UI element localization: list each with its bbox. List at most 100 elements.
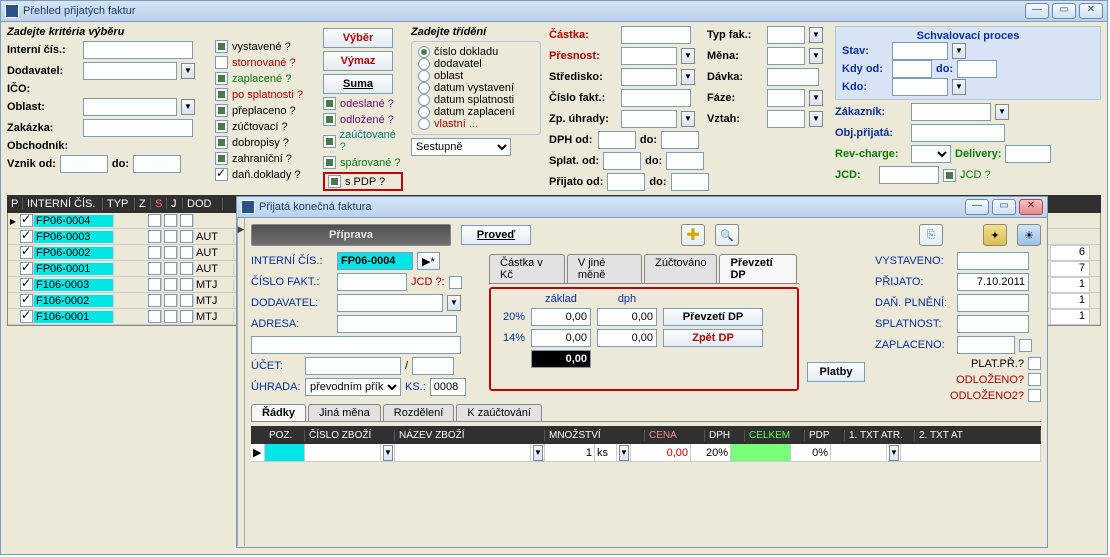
input-internal-no[interactable] [83,41,193,59]
input-kdydo[interactable] [957,60,997,78]
radio-due[interactable] [418,94,430,106]
row-chk-j[interactable] [180,278,193,291]
add-icon-button[interactable]: ✚ [681,224,705,246]
input-region[interactable] [83,98,177,116]
typfak-dd[interactable]: ▼ [809,27,823,43]
chk-zauctovane[interactable] [323,135,336,148]
input-dphdo[interactable] [661,131,699,149]
chk-spdp[interactable] [328,175,341,188]
input-ucet2[interactable] [412,357,454,375]
input-vystaveno[interactable] [957,252,1029,270]
search-icon-button[interactable]: 🔍 [715,224,739,246]
input-presnost[interactable] [621,47,677,65]
star-button[interactable]: ▶* [417,252,440,270]
chk-zaplaceno[interactable] [1019,339,1032,352]
input-castka[interactable] [621,26,691,44]
nav-icon-button[interactable]: ⎘ [919,224,943,246]
input-zakaznik[interactable] [911,103,991,121]
zakaznik-dd[interactable]: ▼ [995,104,1009,120]
chk-odlozeno[interactable] [1028,373,1041,386]
chk-preplaceno[interactable] [215,104,228,117]
row-chk-j[interactable] [180,310,193,323]
input-prijato[interactable] [957,273,1029,291]
row-chk-z[interactable] [148,262,161,275]
row-chk-z[interactable] [148,294,161,307]
inp-total[interactable] [531,350,591,368]
row-chk-z[interactable] [148,246,161,259]
input-kdyod[interactable] [892,60,932,78]
input-interncis[interactable] [337,252,413,270]
row-chk-j[interactable] [180,246,193,259]
linetab-zauctovani[interactable]: K zaúčtování [456,404,542,421]
chk-odeslane[interactable] [323,97,336,110]
row-chk-s[interactable] [164,214,177,227]
input-to[interactable] [133,155,181,173]
row-chk-s[interactable] [164,294,177,307]
kdo-dd[interactable]: ▼ [952,79,966,95]
input-prijatood[interactable] [607,173,645,191]
linetab-rozdeleni[interactable]: Rozdělení [383,404,455,421]
inp-z2[interactable] [531,329,591,347]
input-ucet[interactable] [305,357,401,375]
presnost-dd[interactable]: ▼ [681,48,695,64]
inv-close[interactable]: ✕ [1019,199,1043,215]
tab-zuctovano[interactable]: Zúčtováno [644,254,717,283]
input-stav[interactable] [892,42,948,60]
row-chk-p[interactable] [20,294,33,307]
chk-vystavene[interactable] [215,40,228,53]
radio-supplier[interactable] [418,58,430,70]
input-objprijata[interactable] [911,124,1005,142]
radio-region[interactable] [418,70,430,82]
chk-zahranicni[interactable] [215,152,228,165]
button-priprava[interactable]: Příprava [251,224,451,246]
tool2-icon-button[interactable]: ☀ [1017,224,1041,246]
button-vyber[interactable]: Výběr [323,28,393,48]
row-chk-z[interactable] [148,230,161,243]
maximize-button[interactable]: ▭ [1052,3,1076,19]
close-button[interactable]: ✕ [1079,3,1103,19]
left-collapse-bar[interactable]: ▶ [237,218,245,546]
row-chk-s[interactable] [164,230,177,243]
row-chk-j[interactable] [180,262,193,275]
input-mena[interactable] [767,47,805,65]
faze-dd[interactable]: ▼ [809,90,823,106]
row-chk-j[interactable] [180,294,193,307]
input-order[interactable] [83,119,193,137]
row-chk-z[interactable] [148,214,161,227]
row-chk-z[interactable] [148,278,161,291]
row-chk-p[interactable] [20,246,33,259]
input-splatnost[interactable] [957,315,1029,333]
tab-prevzeti[interactable]: Převzetí DP [719,254,797,283]
input-delivery[interactable] [1005,145,1051,163]
chk-dobropisy[interactable] [215,136,228,149]
chk-jcd[interactable] [943,169,956,182]
input-kdo[interactable] [892,78,948,96]
supplier-dropdown[interactable]: ▼ [181,63,195,79]
linetab-radky[interactable]: Řádky [251,404,306,421]
input-dphod[interactable] [598,131,636,149]
row-chk-p[interactable] [20,278,33,291]
row-chk-z[interactable] [148,310,161,323]
radio-paid[interactable] [418,106,430,118]
input-cislofakt2[interactable] [337,273,407,291]
inp-d1[interactable] [597,308,657,326]
chk-zaplacene[interactable] [215,72,228,85]
input-vztah[interactable] [767,110,805,128]
chk-zuctovaci[interactable] [215,120,228,133]
line-unit-dd[interactable]: ▼ [619,445,629,461]
input-splatdo[interactable] [666,152,704,170]
row-chk-p[interactable] [20,214,33,227]
tab-jinamene[interactable]: V jiné měně [567,254,642,283]
input-dodavatel2[interactable] [337,294,443,312]
chk-sparovane[interactable] [323,156,336,169]
input-danplneni[interactable] [957,294,1029,312]
mena-dd[interactable]: ▼ [809,48,823,64]
radio-custom[interactable] [418,118,430,130]
stav-dd[interactable]: ▼ [952,43,966,59]
row-chk-p[interactable] [20,310,33,323]
inv-minimize[interactable]: — [965,199,989,215]
button-proved[interactable]: Proveď [461,225,531,245]
row-chk-j[interactable] [180,214,193,227]
row-chk-s[interactable] [164,246,177,259]
input-zaplaceno[interactable] [957,336,1015,354]
